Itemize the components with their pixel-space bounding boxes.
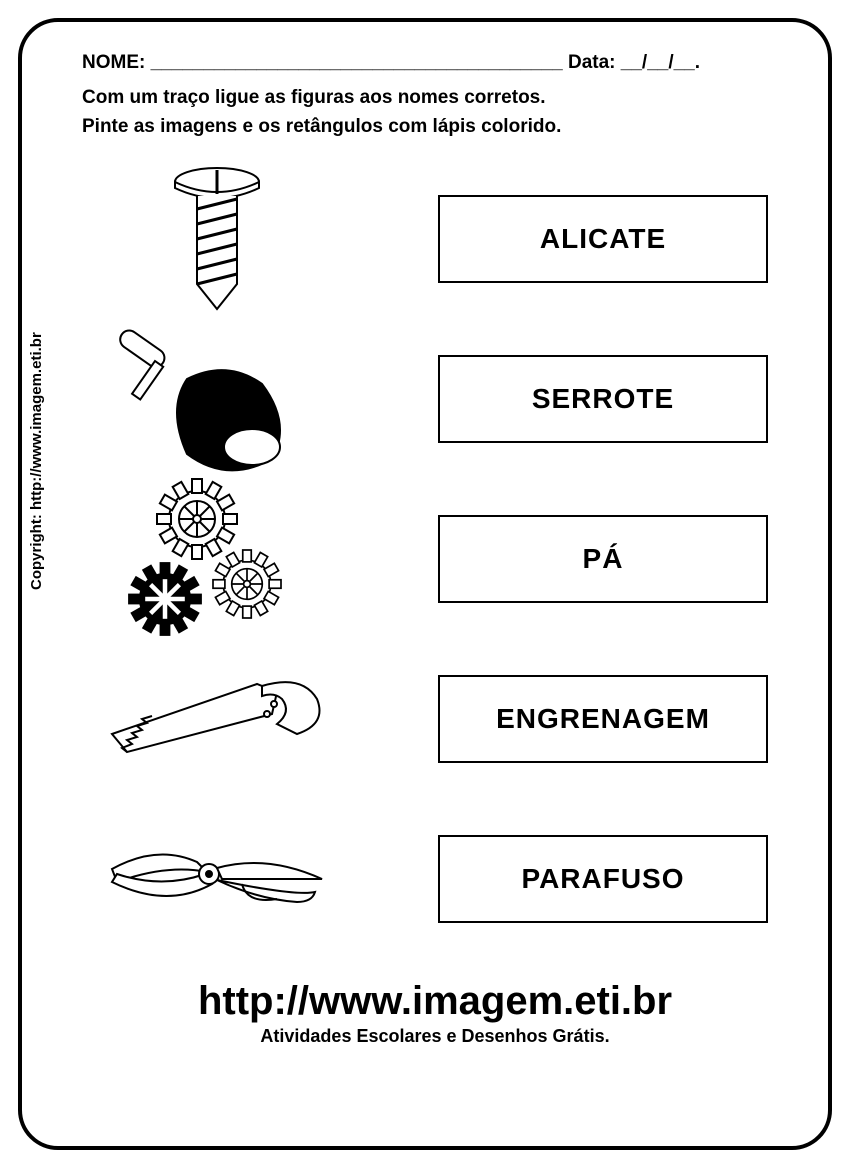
name-blank: _______________________________________ <box>145 52 562 73</box>
label-box-2: SERROTE <box>438 355 768 443</box>
image-pliers <box>82 824 352 934</box>
date-label: Data: <box>563 52 616 73</box>
image-screw <box>82 164 352 314</box>
row-4: ENGRENAGEM <box>82 639 788 799</box>
pliers-icon <box>97 824 337 934</box>
label-box-1: ALICATE <box>438 195 768 283</box>
footer: http://www.imagem.eti.br Atividades Esco… <box>82 979 788 1047</box>
label-box-4: ENGRENAGEM <box>438 675 768 763</box>
footer-url: http://www.imagem.eti.br <box>82 979 788 1024</box>
instruction-line-1: Com um traço ligue as figuras aos nomes … <box>82 84 788 113</box>
shovel-icon <box>117 319 317 479</box>
instruction-line-2: Pinte as imagens e os retângulos com láp… <box>82 113 788 142</box>
footer-subtitle: Atividades Escolares e Desenhos Grátis. <box>82 1026 788 1047</box>
header-line: NOME: __________________________________… <box>82 52 788 74</box>
screw-icon <box>157 164 277 314</box>
image-shovel <box>82 319 352 479</box>
gears-icon <box>117 474 317 644</box>
image-gears <box>82 474 352 644</box>
instructions: Com um traço ligue as figuras aos nomes … <box>82 84 788 141</box>
label-box-5: PARAFUSO <box>438 835 768 923</box>
row-5: PARAFUSO <box>82 799 788 959</box>
name-label: NOME: <box>82 52 145 73</box>
row-3: PÁ <box>82 479 788 639</box>
date-blank: __/__/__. <box>616 52 701 73</box>
handsaw-icon <box>102 664 332 774</box>
row-1: ALICATE <box>82 159 788 319</box>
page-frame: NOME: __________________________________… <box>18 18 832 1150</box>
label-box-3: PÁ <box>438 515 768 603</box>
image-handsaw <box>82 664 352 774</box>
content-rows: ALICATE SERROTE <box>82 159 788 959</box>
row-2: SERROTE <box>82 319 788 479</box>
